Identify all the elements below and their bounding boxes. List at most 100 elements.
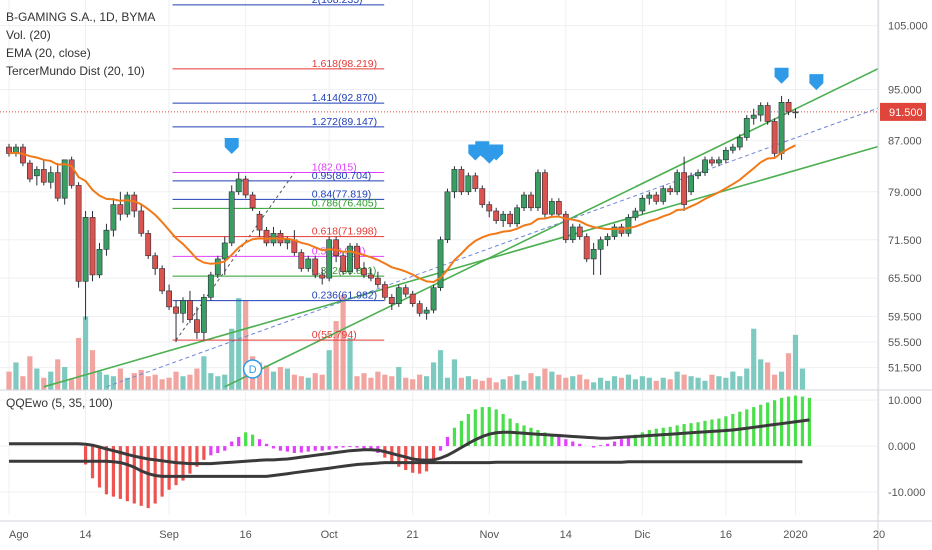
qqe-histogram-bar: [612, 441, 617, 447]
qqe-histogram-bar: [807, 397, 811, 447]
candle-body: [688, 175, 694, 193]
candle-body: [61, 159, 68, 199]
qqe-histogram-bar: [592, 446, 596, 448]
volume-bar: [326, 350, 332, 390]
symbol-title[interactable]: B-GAMING S.A., 1D, BYMA: [6, 10, 156, 24]
volume-bar: [131, 373, 137, 390]
candle-body: [590, 249, 597, 260]
candle-body: [110, 204, 117, 231]
candle-body: [117, 204, 124, 215]
volume-bar: [563, 377, 569, 390]
volume-bar: [48, 371, 54, 390]
volume-bar: [500, 379, 506, 390]
candle-body: [40, 169, 47, 183]
qqe-slow-line: [9, 418, 810, 466]
volume-bar: [236, 298, 242, 390]
volume-bar: [187, 374, 193, 390]
qqe-histogram-bar: [459, 420, 463, 447]
volume-bar: [124, 377, 130, 390]
candle-body: [667, 188, 674, 193]
candle-body: [792, 111, 799, 114]
qqe-histogram-bar: [264, 443, 269, 447]
current-price-tag: [880, 102, 926, 121]
qqe-histogram-bar: [779, 397, 784, 447]
volume-bar: [410, 379, 416, 390]
qqe-histogram-bar: [146, 446, 150, 509]
time-tick-label: 14: [79, 529, 91, 541]
signal-marker: [774, 67, 789, 84]
volume-bar: [117, 368, 123, 390]
candle-body: [500, 213, 507, 221]
volume-bar: [403, 377, 409, 390]
qqe-title[interactable]: QQEwo (5, 35, 100): [6, 396, 113, 410]
qqe-panel[interactable]: [9, 395, 811, 509]
qqe-histogram-bar: [487, 407, 491, 447]
candlesticks[interactable]: [6, 95, 799, 343]
candle-body: [374, 277, 381, 285]
candle-body: [180, 300, 186, 314]
candle-body: [423, 309, 430, 314]
volume-bar: [270, 371, 277, 390]
volume-bar: [695, 377, 701, 390]
fibonacci-levels[interactable]: 2(108.235) 1.618(98.219) 1.414(92.870) 1.27…: [0, 0, 878, 341]
qqe-histogram-bar: [619, 439, 624, 447]
candle-body: [493, 210, 500, 221]
candle-body: [89, 217, 96, 276]
volume-bar: [201, 356, 207, 390]
volume-bar: [611, 376, 618, 390]
candle-body: [256, 213, 263, 231]
signal-markers[interactable]: D: [224, 67, 824, 379]
volume-bar: [653, 380, 659, 390]
indicator-ema[interactable]: EMA (20, close): [6, 46, 91, 60]
qqe-histogram-bar: [174, 446, 178, 486]
candle-body: [764, 105, 771, 122]
candle-body: [187, 300, 193, 320]
volume-bar: [639, 376, 645, 390]
volume-bar: [570, 376, 576, 390]
candle-body: [548, 201, 555, 215]
qqe-histogram-bar: [230, 441, 234, 447]
candle-body: [381, 284, 388, 298]
time-tick-label: Ago: [9, 529, 29, 541]
event-marker: [242, 359, 263, 379]
candle-body: [507, 213, 514, 225]
fib-level-label: 0.618(71.998): [312, 226, 377, 238]
volume-bar: [110, 376, 116, 390]
qqe-histogram-bar: [675, 425, 679, 447]
candle-body: [409, 293, 416, 304]
chart-legend: B-GAMING S.A., 1D, BYMA Vol. (20) EMA (2…: [6, 8, 155, 80]
channel-mid-line: [106, 107, 878, 388]
qqe-histogram-bar: [216, 446, 220, 453]
volume-bar: [730, 371, 736, 390]
qqe-histogram-bar: [299, 446, 303, 453]
qqe-histogram-bar: [188, 446, 192, 474]
qqe-histogram-bar: [257, 439, 262, 447]
volume-bar: [702, 380, 708, 390]
candle-body: [284, 239, 291, 244]
volume-bar: [486, 377, 492, 390]
candle-body: [716, 159, 722, 164]
indicator-volume[interactable]: Vol. (20): [6, 28, 51, 42]
trend-channel[interactable]: [43, 48, 921, 388]
qqe-histogram-bar: [654, 428, 658, 447]
volume-bar: [89, 350, 96, 390]
channel-upper-line: [224, 67, 878, 388]
time-tick-label: Sep: [159, 529, 179, 541]
candle-body: [514, 207, 520, 225]
candle-body: [221, 242, 228, 260]
qqe-histogram-bar: [209, 446, 213, 456]
qqe-histogram-bar: [160, 446, 164, 497]
indicator-tercermundo[interactable]: TercerMundo Dist (20, 10): [6, 64, 145, 78]
candle-body: [521, 194, 527, 209]
volume-bar: [618, 377, 625, 390]
volume-bar: [277, 367, 284, 390]
candle-body: [145, 233, 152, 257]
time-tick-label: 21: [407, 529, 419, 541]
fib-level-label: 0.84(77.819): [312, 188, 372, 200]
volume-bar: [159, 379, 165, 390]
qqe-histogram-bar: [626, 436, 631, 447]
volume-bar: [479, 380, 485, 390]
volume-bar: [632, 379, 638, 390]
qqe-histogram-bar: [244, 432, 248, 447]
